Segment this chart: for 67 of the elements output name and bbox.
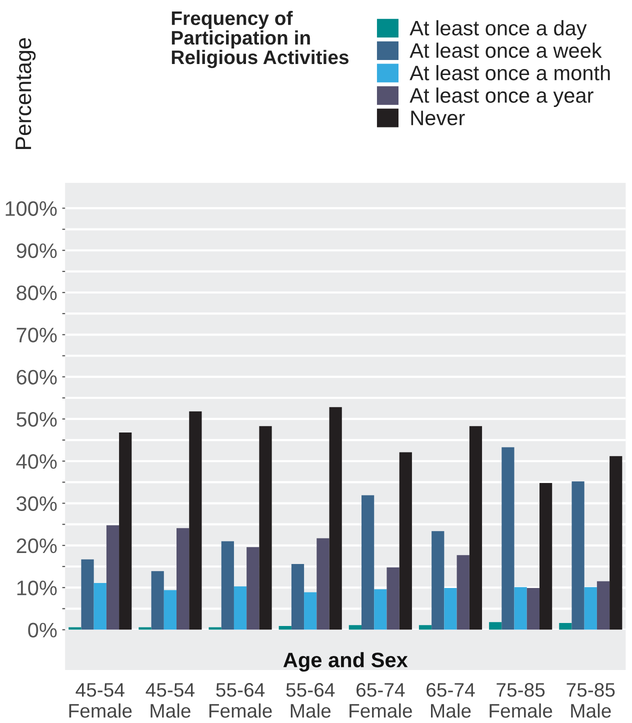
- bar: [246, 547, 260, 630]
- bar: [469, 426, 482, 630]
- bar: [138, 627, 152, 630]
- bar: [399, 452, 412, 630]
- y-tick-label: 0%: [28, 622, 57, 638]
- legend-label: At least once a day: [410, 20, 587, 40]
- bar: [432, 531, 444, 630]
- bar: [68, 627, 82, 630]
- bar: [81, 559, 94, 630]
- y-tick-label: 100%: [6, 201, 57, 216]
- bar: [316, 538, 330, 630]
- bar: [444, 588, 457, 630]
- bar: [584, 587, 597, 630]
- y-tick-label: 50%: [16, 412, 57, 427]
- bar: [610, 456, 622, 630]
- bar: [348, 625, 362, 630]
- bar: [119, 432, 132, 630]
- bar: [291, 564, 304, 630]
- y-tick-label: 80%: [16, 286, 57, 300]
- y-tick-label: 30%: [16, 496, 57, 512]
- y-tick-label: 70%: [16, 328, 57, 342]
- bar: [189, 411, 202, 630]
- bar: [386, 567, 400, 630]
- legend-label: Never: [411, 110, 465, 126]
- legend-label: At least once a week: [410, 42, 602, 58]
- x-axis-title: Age and Sex: [283, 652, 408, 672]
- bar: [164, 590, 177, 630]
- x-tick-label: 55-64 Female: [209, 683, 272, 718]
- bar: [304, 592, 317, 630]
- x-tick-label: 65-74 Male: [426, 683, 475, 718]
- bar: [221, 541, 234, 630]
- y-tick-label: 10%: [17, 580, 57, 596]
- bar: [539, 483, 552, 630]
- legend-label: At least once a month: [410, 65, 610, 80]
- bar: [106, 525, 120, 630]
- bar: [456, 555, 470, 630]
- y-tick-label: 20%: [16, 538, 57, 554]
- x-tick-label: 65-74 Female: [350, 683, 412, 718]
- x-tick-label: 45-54 Male: [146, 683, 195, 718]
- bar: [329, 407, 342, 630]
- legend-title: Frequency of Participation in Religious Activities: [172, 10, 348, 68]
- bar: [418, 625, 432, 630]
- bar: [502, 447, 514, 630]
- x-tick-label: 75-85 Male: [566, 683, 615, 718]
- bar: [596, 581, 610, 630]
- bar: [559, 622, 572, 630]
- bar: [278, 626, 292, 630]
- bar: [176, 528, 190, 630]
- y-axis-title: Percentage: [16, 38, 36, 149]
- bar: [572, 481, 584, 630]
- bar: [362, 495, 374, 630]
- bar: [208, 627, 222, 630]
- bar: [234, 586, 247, 630]
- bar: [514, 587, 527, 630]
- x-tick-label: 55-64 Male: [286, 683, 335, 718]
- y-tick-label: 90%: [16, 243, 57, 258]
- y-tick-label: 40%: [16, 454, 57, 469]
- bar: [94, 582, 106, 630]
- bar: [259, 426, 272, 630]
- legend-label: At least once a year: [410, 88, 594, 107]
- bar: [151, 571, 164, 630]
- x-tick-label: 75-85 Female: [490, 683, 552, 718]
- y-tick-label: 60%: [16, 370, 57, 385]
- bar: [526, 588, 540, 630]
- bar: [374, 589, 387, 630]
- bar: [489, 622, 502, 630]
- x-tick-label: 45-54 Female: [69, 683, 132, 718]
